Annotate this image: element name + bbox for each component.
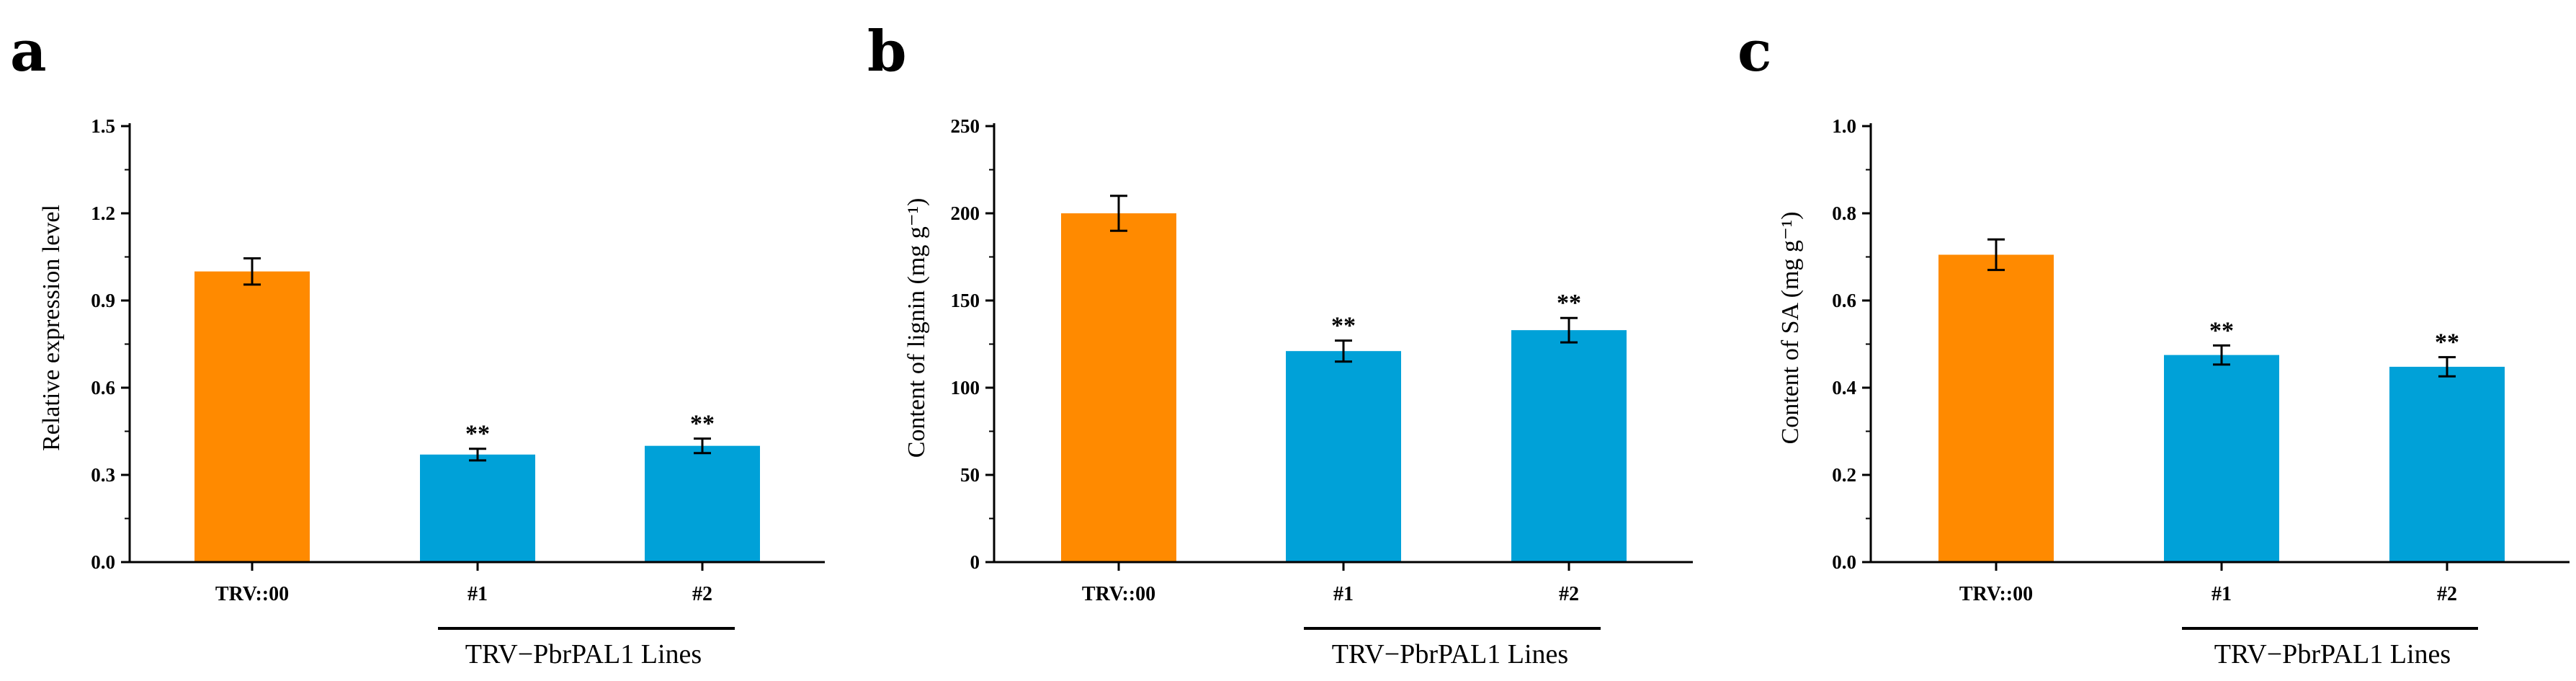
significance-labels: ** **: [2209, 317, 2459, 355]
y-tick-label: 0.8: [1832, 202, 1856, 224]
category-label: #2: [2437, 583, 2457, 605]
y-axis-label: Relative expression level: [38, 205, 65, 451]
y-tick-label: 1.5: [91, 115, 115, 137]
bar: [645, 445, 760, 562]
y-tick-label: 1.0: [1832, 115, 1856, 137]
y-tick-label: 0: [970, 551, 980, 573]
panel-letter: b: [867, 19, 907, 84]
y-tick-label: 0.6: [91, 377, 115, 399]
category-label: #1: [1333, 583, 1354, 605]
category-label: #1: [2211, 583, 2232, 605]
panel-b: b Content of lignin (mg g⁻¹) TRV−PbrPAL1…: [867, 19, 1693, 669]
panel-a: a Relative expression level TRV−PbrPAL1 …: [10, 19, 825, 669]
panel-c: c Content of SA (mg g⁻¹) TRV−PbrPAL1 Lin…: [1738, 19, 2570, 669]
group-label: TRV−PbrPAL1 Lines: [1332, 639, 1568, 669]
significance-label: **: [1331, 313, 1356, 339]
significance-label: **: [2209, 317, 2234, 344]
category-label: TRV::00: [1082, 583, 1155, 605]
y-axis-label: Content of lignin (mg g⁻¹): [903, 198, 930, 458]
category-label: #1: [468, 583, 488, 605]
significance-labels: ** **: [465, 411, 715, 448]
category-label: TRV::00: [1959, 583, 2033, 605]
y-tick-label: 250: [951, 115, 980, 137]
y-tick-label: 0.3: [91, 464, 115, 486]
bar: [1938, 254, 2054, 562]
bar: [420, 454, 535, 562]
y-tick-label: 100: [951, 377, 980, 399]
panel-letter: c: [1738, 19, 1772, 84]
y-tick-label: 0.2: [1832, 464, 1856, 486]
y-tick-label: 50: [960, 464, 980, 486]
category-label: #2: [1559, 583, 1579, 605]
significance-label: **: [690, 411, 715, 437]
panel-letter: a: [10, 19, 47, 84]
category-label: #2: [692, 583, 712, 605]
y-axis-label: Content of SA (mg g⁻¹): [1777, 212, 1804, 445]
category-label: TRV::00: [215, 583, 289, 605]
y-tick-label: 0.0: [91, 551, 115, 573]
y-tick-label: 0.4: [1832, 377, 1856, 399]
chart-marks: [985, 123, 1693, 630]
significance-labels: ** **: [1331, 290, 1581, 339]
bar: [1286, 351, 1401, 562]
bar: [2164, 355, 2279, 562]
bar: [194, 271, 310, 562]
y-tick-labels: 0 50 100 150 200 250: [951, 115, 980, 573]
y-tick-labels: 0.0 0.2 0.4 0.6 0.8 1.0: [1832, 115, 1856, 573]
y-tick-labels: 0.0 0.3 0.6 0.9 1.2 1.5: [91, 115, 115, 573]
y-tick-label: 0.9: [91, 290, 115, 311]
chart-marks: [1862, 123, 2570, 630]
group-label: TRV−PbrPAL1 Lines: [2214, 639, 2451, 669]
y-tick-label: 0.0: [1832, 551, 1856, 573]
y-tick-label: 0.6: [1832, 290, 1856, 311]
y-tick-label: 200: [951, 202, 980, 224]
significance-label: **: [1557, 290, 1581, 316]
significance-label: **: [2435, 329, 2459, 356]
group-label: TRV−PbrPAL1 Lines: [465, 639, 702, 669]
bar: [1061, 213, 1176, 562]
y-tick-label: 1.2: [91, 202, 115, 224]
chart-marks: [121, 123, 825, 630]
y-tick-label: 150: [951, 290, 980, 311]
significance-label: **: [465, 421, 490, 448]
bar: [1511, 330, 1627, 562]
bar: [2389, 366, 2505, 562]
